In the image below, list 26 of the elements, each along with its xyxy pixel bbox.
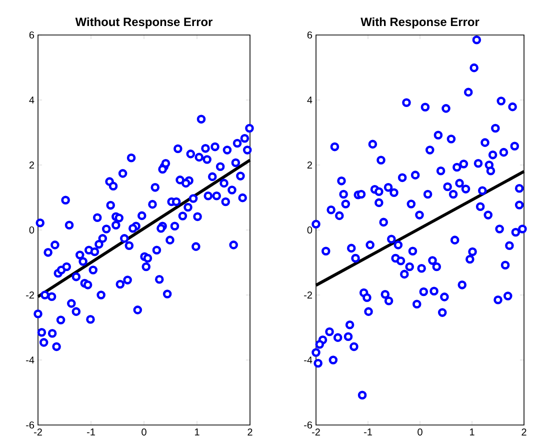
x-tick-label: 2 bbox=[522, 428, 526, 436]
y-tick-label: 2 bbox=[29, 162, 34, 168]
x-tick-label: 0 bbox=[142, 428, 146, 436]
y-tick-label: 6 bbox=[307, 31, 312, 39]
y-tick-label: -4 bbox=[304, 356, 312, 364]
x-tick-label: -2 bbox=[312, 428, 320, 436]
y-tick-label: 0 bbox=[29, 226, 34, 234]
x-tick-label: 1 bbox=[470, 428, 474, 436]
chart-title: Without Response Error bbox=[75, 17, 213, 28]
x-tick-label: 1 bbox=[194, 428, 200, 436]
y-tick-label: -2 bbox=[304, 292, 312, 298]
y-tick-label: -4 bbox=[26, 356, 34, 364]
x-tick-label: 0 bbox=[418, 428, 422, 436]
y-tick-label: -6 bbox=[304, 421, 312, 429]
x-tick-label: -1 bbox=[364, 428, 372, 436]
y-tick-label: 4 bbox=[29, 96, 34, 104]
x-tick-label: -1 bbox=[87, 428, 95, 436]
y-tick-label: 6 bbox=[29, 31, 34, 39]
y-tick-label: 2 bbox=[307, 162, 312, 168]
y-tick-label: -6 bbox=[26, 421, 34, 429]
y-tick-label: -2 bbox=[26, 292, 34, 298]
x-tick-label: -2 bbox=[34, 428, 42, 436]
y-tick-label: 0 bbox=[307, 226, 312, 234]
chart-title: With Response Error bbox=[360, 17, 480, 28]
x-tick-label: 2 bbox=[248, 428, 252, 436]
y-tick-label: 4 bbox=[307, 96, 312, 104]
